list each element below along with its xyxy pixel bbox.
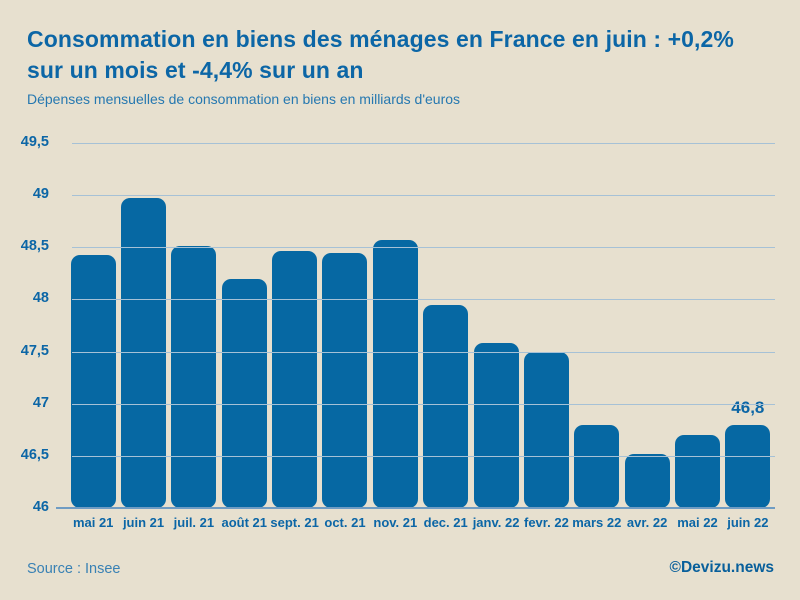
- x-tick-label: mai 22: [677, 515, 718, 530]
- gridline: [72, 299, 775, 301]
- x-tick-label: mai 21: [72, 515, 114, 530]
- bar: [322, 252, 368, 508]
- bar-cell: [672, 143, 722, 508]
- bar: [523, 351, 569, 508]
- bar-cell: [118, 143, 168, 508]
- bar: [121, 198, 167, 508]
- bar-cell: [219, 143, 269, 508]
- bar-cell: 46,8: [723, 143, 773, 508]
- y-tick-label: 48: [32, 290, 49, 307]
- x-tick-label: juin 21: [122, 515, 165, 530]
- plot-area: 46,8: [56, 143, 775, 509]
- x-tick-label: mars 22: [572, 515, 622, 530]
- bar: [674, 435, 720, 508]
- y-tick-label: 47,5: [20, 342, 49, 359]
- gridline: [72, 247, 775, 249]
- gridline: [72, 143, 775, 144]
- bars-row: 46,8: [66, 143, 775, 508]
- gridline: [72, 351, 775, 353]
- bar-cell: [370, 143, 420, 508]
- credit-text: ©Devizu.news: [669, 559, 774, 576]
- bar-cell: [421, 143, 471, 508]
- x-tick-label: avr. 22: [626, 515, 668, 530]
- y-tick-label: 48,5: [20, 238, 49, 255]
- bar: [624, 453, 670, 508]
- chart-subtitle: Dépenses mensuelles de consommation en b…: [27, 91, 461, 107]
- bar-cell: [521, 143, 571, 508]
- bar: [171, 246, 217, 508]
- x-axis-line: [56, 507, 775, 509]
- x-tick-label: fevr. 22: [524, 515, 569, 530]
- y-axis-labels: 49,5 49 48,5 48 47,5 47 46,5 46: [0, 134, 58, 515]
- bar: [574, 424, 620, 508]
- bar: [423, 304, 469, 508]
- bar-cell: [572, 143, 622, 508]
- x-axis-labels: mai 21 juin 21 juil. 21 août 21 sept. 21 oct.…: [66, 515, 775, 530]
- bar: [221, 278, 267, 508]
- y-tick-label: 46: [32, 499, 49, 515]
- x-tick-label: août 21: [221, 515, 268, 530]
- x-tick-label: dec. 21: [423, 515, 468, 530]
- bar-cell: [269, 143, 319, 508]
- y-tick-label: 46,5: [20, 446, 49, 463]
- bar-cell: [320, 143, 370, 508]
- bar: [473, 343, 519, 508]
- bar: [725, 424, 771, 508]
- page-title: Consommation en biens des ménages en Fra…: [27, 26, 734, 83]
- bar: [70, 254, 116, 508]
- x-tick-label: janv. 22: [472, 515, 520, 530]
- source-text: Source : Insee: [27, 561, 121, 577]
- bar-value-label: 46,8: [731, 397, 765, 417]
- x-tick-label: juin 22: [727, 515, 769, 530]
- gridline: [72, 195, 775, 197]
- x-tick-label: juil. 21: [173, 515, 215, 530]
- x-tick-label: nov. 21: [373, 515, 418, 530]
- x-tick-label: oct. 21: [324, 515, 366, 530]
- y-tick-label: 47: [32, 394, 49, 411]
- bar-cell: [169, 143, 219, 508]
- x-tick-label: sept. 21: [270, 515, 319, 530]
- gridline: [72, 455, 775, 457]
- y-tick-label: 49: [32, 186, 49, 203]
- gridline: [72, 403, 775, 405]
- bar: [272, 251, 318, 508]
- bar: [372, 240, 418, 508]
- bar-cell: [471, 143, 521, 508]
- y-tick-label: 49,5: [20, 134, 49, 150]
- bar-cell: [68, 143, 118, 508]
- bar-cell: [622, 143, 672, 508]
